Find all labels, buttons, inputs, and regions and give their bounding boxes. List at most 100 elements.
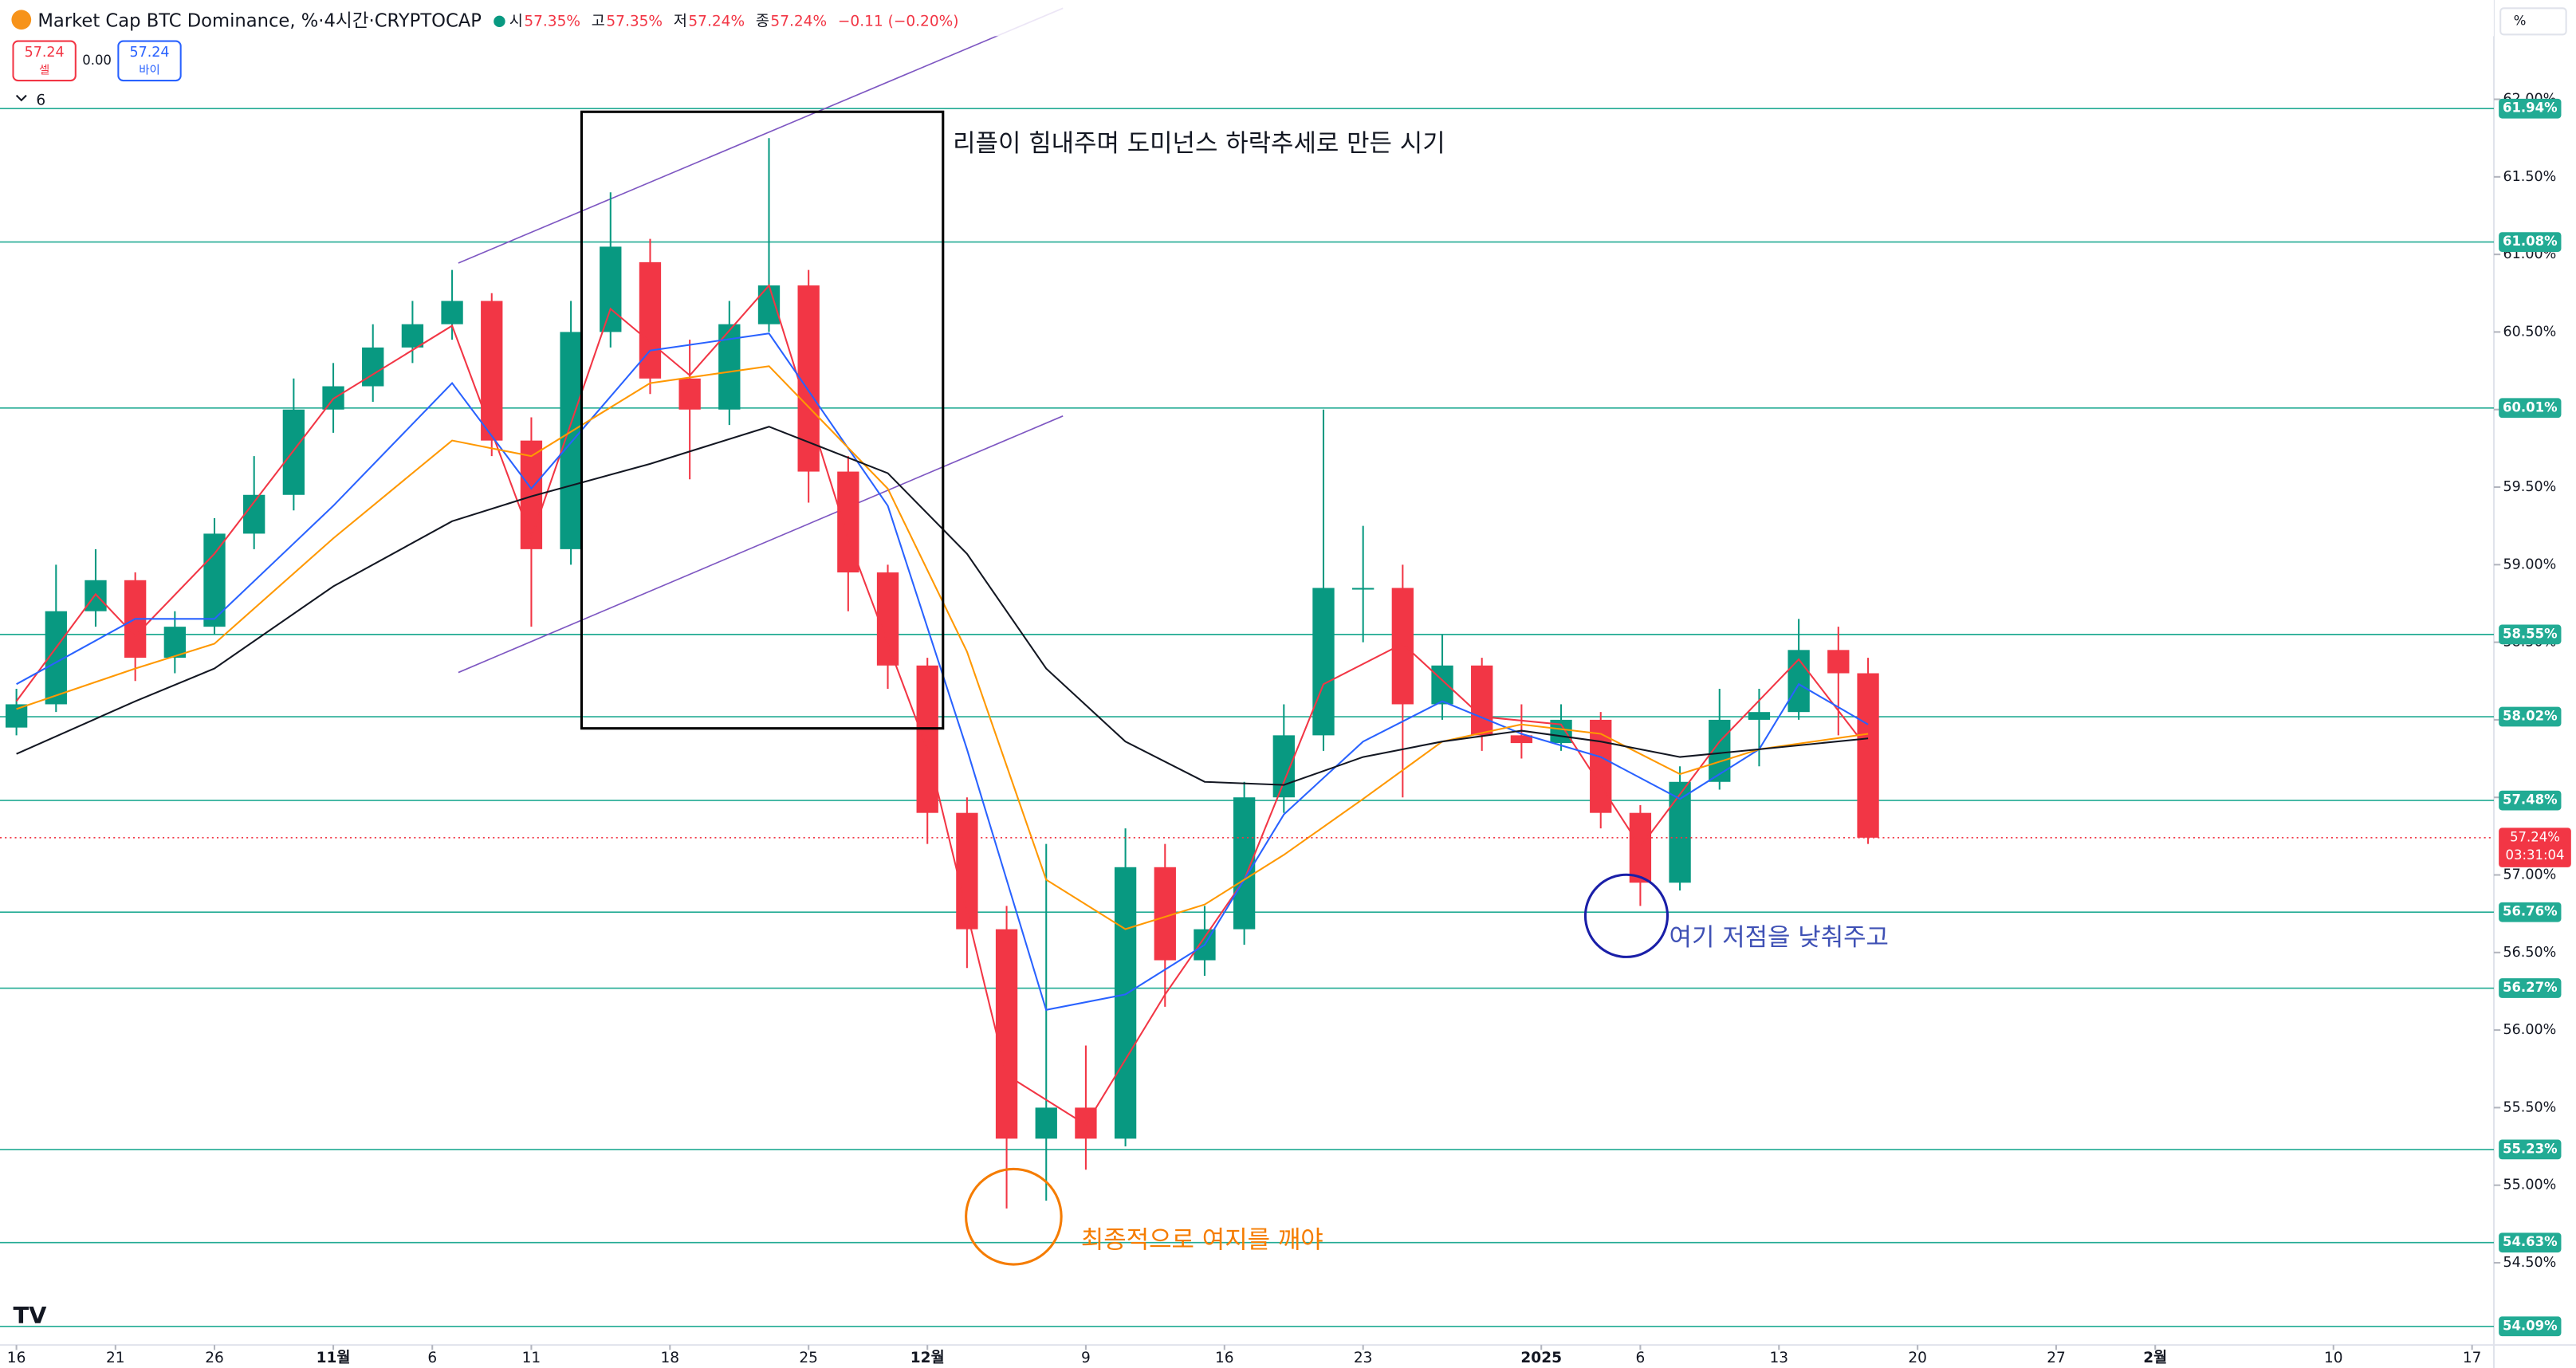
stat-label: 종 xyxy=(756,13,769,29)
level-label-bg xyxy=(2499,98,2562,119)
candle-body xyxy=(5,704,28,728)
x-tick-label: 21 xyxy=(106,1350,125,1366)
x-tick-label: 23 xyxy=(1354,1350,1373,1366)
level-label: 55.23% xyxy=(2503,1141,2558,1156)
y-tick-label: 55.50% xyxy=(2503,1099,2557,1115)
candle-body xyxy=(1114,867,1137,1139)
candle-body xyxy=(1431,665,1453,705)
countdown: 03:31:04 xyxy=(2505,847,2564,863)
level-label-bg xyxy=(2499,706,2562,727)
candle-body xyxy=(1233,797,1256,930)
candle-body xyxy=(757,285,781,324)
annotation: 여기 저점을 낮춰주고 xyxy=(1669,923,1889,952)
level-label: 61.08% xyxy=(2503,234,2558,249)
low-circle xyxy=(965,1167,1063,1266)
indicator-count: 6 xyxy=(36,92,45,108)
candle-body xyxy=(876,572,899,666)
candle-body xyxy=(163,627,186,658)
period-box xyxy=(580,110,945,730)
candle-body xyxy=(1669,781,1691,883)
level-label-bg xyxy=(2499,1139,2562,1160)
scale-button[interactable] xyxy=(2499,7,2567,36)
level-label-bg xyxy=(2499,624,2562,645)
level-label-bg xyxy=(2499,978,2562,998)
candle-body xyxy=(401,324,424,348)
header-bg xyxy=(0,0,2494,37)
moving-average xyxy=(15,283,1869,1126)
y-tick-label: 56.50% xyxy=(2503,945,2557,961)
buy-label: 바이 xyxy=(139,64,160,77)
level-label: 56.27% xyxy=(2503,980,2558,995)
candle-body xyxy=(1312,588,1335,736)
market-status xyxy=(494,15,505,28)
sell-button[interactable] xyxy=(12,40,77,82)
x-tick-label: 16 xyxy=(1215,1350,1234,1366)
candle-body xyxy=(481,301,503,441)
x-tick-label: 17 xyxy=(2463,1350,2482,1366)
x-tick-label: 10 xyxy=(2324,1350,2343,1366)
coin-icon xyxy=(11,10,32,30)
buy-button[interactable] xyxy=(117,40,182,82)
x-tick-label: 16 xyxy=(7,1350,26,1366)
candle-body xyxy=(560,332,582,549)
candle-body xyxy=(1471,665,1493,736)
moving-average xyxy=(16,332,1869,1011)
x-tick-label: 25 xyxy=(799,1350,818,1366)
level-label: 61.94% xyxy=(2503,100,2558,116)
candle-body xyxy=(1827,650,1850,674)
moving-average xyxy=(16,426,1869,786)
buy-price: 57.24 xyxy=(129,45,169,61)
stat-value: 57.24% xyxy=(770,13,827,29)
candle-body xyxy=(1352,588,1375,590)
x-tick-label: 11월 xyxy=(317,1350,351,1366)
x-tick-label: 6 xyxy=(427,1350,437,1366)
y-tick-label: 55.00% xyxy=(2503,1177,2557,1193)
last-price-label: 57.24% xyxy=(2510,829,2560,844)
candle-body xyxy=(639,261,662,379)
stat-label: 저 xyxy=(674,13,687,29)
spread: 0.00 xyxy=(82,53,112,68)
level-label: 54.63% xyxy=(2503,1234,2558,1249)
x-tick-label: 18 xyxy=(661,1350,680,1366)
level-label: 58.02% xyxy=(2503,709,2558,724)
axis-unit: % xyxy=(2514,13,2527,28)
low-circle-2 xyxy=(1583,873,1669,958)
channel-upper xyxy=(458,7,1064,264)
y-tick-label: 54.50% xyxy=(2503,1255,2557,1271)
level-label: 58.55% xyxy=(2503,626,2558,641)
sell-price: 57.24 xyxy=(25,45,65,61)
level-label: 57.48% xyxy=(2503,792,2558,808)
x-tick-label: 2025 xyxy=(1520,1350,1562,1366)
candle-body xyxy=(1272,735,1295,798)
x-tick-label: 6 xyxy=(1636,1350,1646,1366)
x-tick-label: 11 xyxy=(522,1350,541,1366)
candle-body xyxy=(441,301,463,324)
level-label-bg xyxy=(2499,398,2562,419)
x-tick-label: 27 xyxy=(2047,1350,2066,1366)
candle-body xyxy=(203,533,226,627)
symbol-title[interactable]: Market Cap BTC Dominance, %·4시간·CRYPTOCA… xyxy=(37,10,482,31)
x-tick-label: 12월 xyxy=(910,1350,945,1366)
candle-body xyxy=(797,285,820,472)
candle-body xyxy=(362,347,384,387)
candle-body xyxy=(718,324,741,410)
candle-body xyxy=(916,665,938,813)
annotation: 리플이 힘내주며 도미넌스 하락추세로 만든 시기 xyxy=(953,129,1445,158)
sell-label: 셀 xyxy=(39,64,49,77)
level-label: 56.76% xyxy=(2503,904,2558,919)
candle-body xyxy=(995,929,1018,1139)
candle-body xyxy=(1748,712,1771,720)
moving-average xyxy=(16,365,1869,930)
candle-body xyxy=(678,378,701,410)
annotation: 최종적으로 여지를 깨야 xyxy=(1081,1226,1323,1255)
x-tick-label: 26 xyxy=(205,1350,224,1366)
stat-label: 고 xyxy=(592,13,605,29)
indicator-toggle[interactable] xyxy=(15,94,27,102)
last-price-bg xyxy=(2499,827,2571,867)
y-tick-label: 57.00% xyxy=(2503,867,2557,883)
logo[interactable]: TV xyxy=(13,1302,47,1329)
candle-body xyxy=(1857,673,1879,838)
candle-body xyxy=(282,409,305,495)
